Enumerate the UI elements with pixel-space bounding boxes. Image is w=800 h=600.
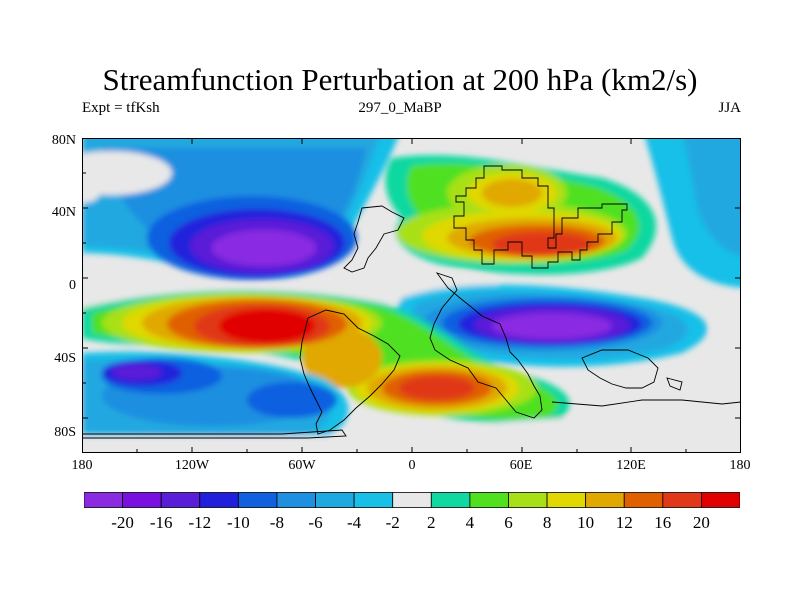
colorbar-box — [315, 492, 355, 508]
lat-label-40n: 40N — [51, 205, 76, 220]
colorbar-label: 16 — [654, 513, 672, 532]
colorbar-box — [84, 492, 123, 508]
colorbar-box — [430, 492, 471, 508]
colorbar-label: -10 — [227, 513, 250, 532]
center-string: 297_0_MaBP — [358, 100, 442, 116]
colorbar — [84, 492, 740, 508]
coastlines — [82, 165, 741, 439]
colorbar-box — [353, 492, 394, 508]
lon-label-60e: 60E — [509, 458, 533, 473]
colorbar-box — [237, 492, 278, 508]
lat-label-80n: 80N — [51, 133, 76, 148]
colorbar-box — [160, 492, 201, 508]
lat-label-80s: 80S — [54, 425, 76, 440]
colorbar-label: -2 — [385, 513, 400, 532]
lon-label-120w: 120W — [174, 458, 210, 473]
colorbar-box — [122, 492, 162, 508]
colorbar-label: -16 — [149, 513, 173, 532]
lon-label-180e: 180 — [729, 458, 751, 473]
colorbar-label: -4 — [347, 513, 362, 532]
colorbar-label: -6 — [308, 513, 323, 532]
colorbar-box — [199, 492, 239, 508]
lat-label-40s: 40S — [54, 351, 76, 366]
colorbar-box — [701, 492, 740, 508]
lat-label-0: 0 — [69, 278, 76, 293]
colorbar-label: 20 — [692, 513, 710, 532]
map-plot — [82, 138, 741, 453]
colorbar-label: 4 — [465, 513, 475, 532]
lon-label-60w: 60W — [288, 458, 316, 473]
colorbar-label: -12 — [188, 513, 212, 532]
colorbar-label: 10 — [577, 513, 595, 532]
colorbar-box — [469, 492, 509, 508]
colorbar-label: 6 — [504, 513, 513, 532]
lon-label-180w: 180 — [71, 458, 93, 473]
right-string: JJA — [718, 100, 741, 116]
colorbar-label: -8 — [269, 513, 284, 532]
streamfunction-field — [82, 138, 741, 453]
left-string: Expt = tfKsh — [82, 100, 160, 116]
plot-title: Streamfunction Perturbation at 200 hPa (… — [102, 62, 698, 97]
colorbar-label: 2 — [427, 513, 436, 532]
colorbar-box — [276, 492, 316, 508]
colorbar-box — [623, 492, 664, 508]
colorbar-label: 8 — [542, 513, 552, 532]
colorbar-box — [508, 492, 548, 508]
colorbar-box — [585, 492, 625, 508]
colorbar-label: 12 — [615, 513, 633, 532]
axis-ticks — [82, 138, 741, 453]
colorbar-label: -20 — [111, 513, 134, 532]
lon-label-0: 0 — [408, 458, 416, 473]
lon-label-120e: 120E — [616, 458, 646, 473]
colorbar-box — [546, 492, 587, 508]
colorbar-box — [662, 492, 702, 508]
colorbar-box — [392, 492, 432, 508]
